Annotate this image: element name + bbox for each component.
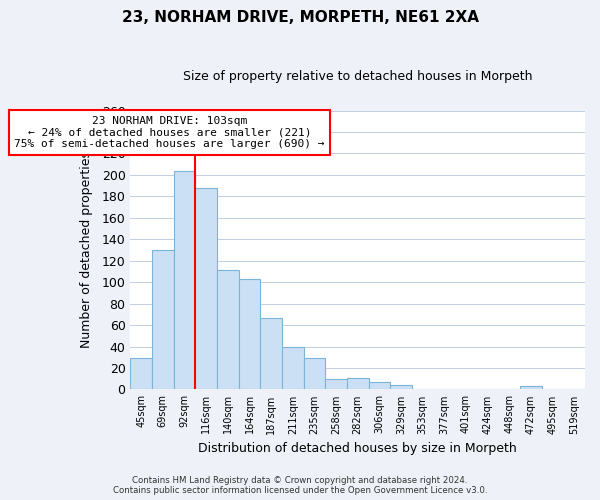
Bar <box>130 358 152 390</box>
Text: 23 NORHAM DRIVE: 103sqm
← 24% of detached houses are smaller (221)
75% of semi-d: 23 NORHAM DRIVE: 103sqm ← 24% of detache… <box>14 116 325 149</box>
Bar <box>217 270 239 390</box>
Bar <box>260 318 282 390</box>
Y-axis label: Number of detached properties: Number of detached properties <box>80 152 94 348</box>
Bar <box>520 386 542 390</box>
Bar <box>152 250 173 390</box>
Text: 23, NORHAM DRIVE, MORPETH, NE61 2XA: 23, NORHAM DRIVE, MORPETH, NE61 2XA <box>121 10 479 25</box>
Bar <box>368 382 390 390</box>
Bar <box>304 358 325 390</box>
Bar <box>390 385 412 390</box>
X-axis label: Distribution of detached houses by size in Morpeth: Distribution of detached houses by size … <box>199 442 517 455</box>
Bar <box>282 346 304 390</box>
Bar <box>196 188 217 390</box>
Title: Size of property relative to detached houses in Morpeth: Size of property relative to detached ho… <box>183 70 532 83</box>
Bar <box>173 170 196 390</box>
Text: Contains HM Land Registry data © Crown copyright and database right 2024.
Contai: Contains HM Land Registry data © Crown c… <box>113 476 487 495</box>
Bar <box>239 279 260 390</box>
Bar <box>347 378 368 390</box>
Bar <box>325 378 347 390</box>
